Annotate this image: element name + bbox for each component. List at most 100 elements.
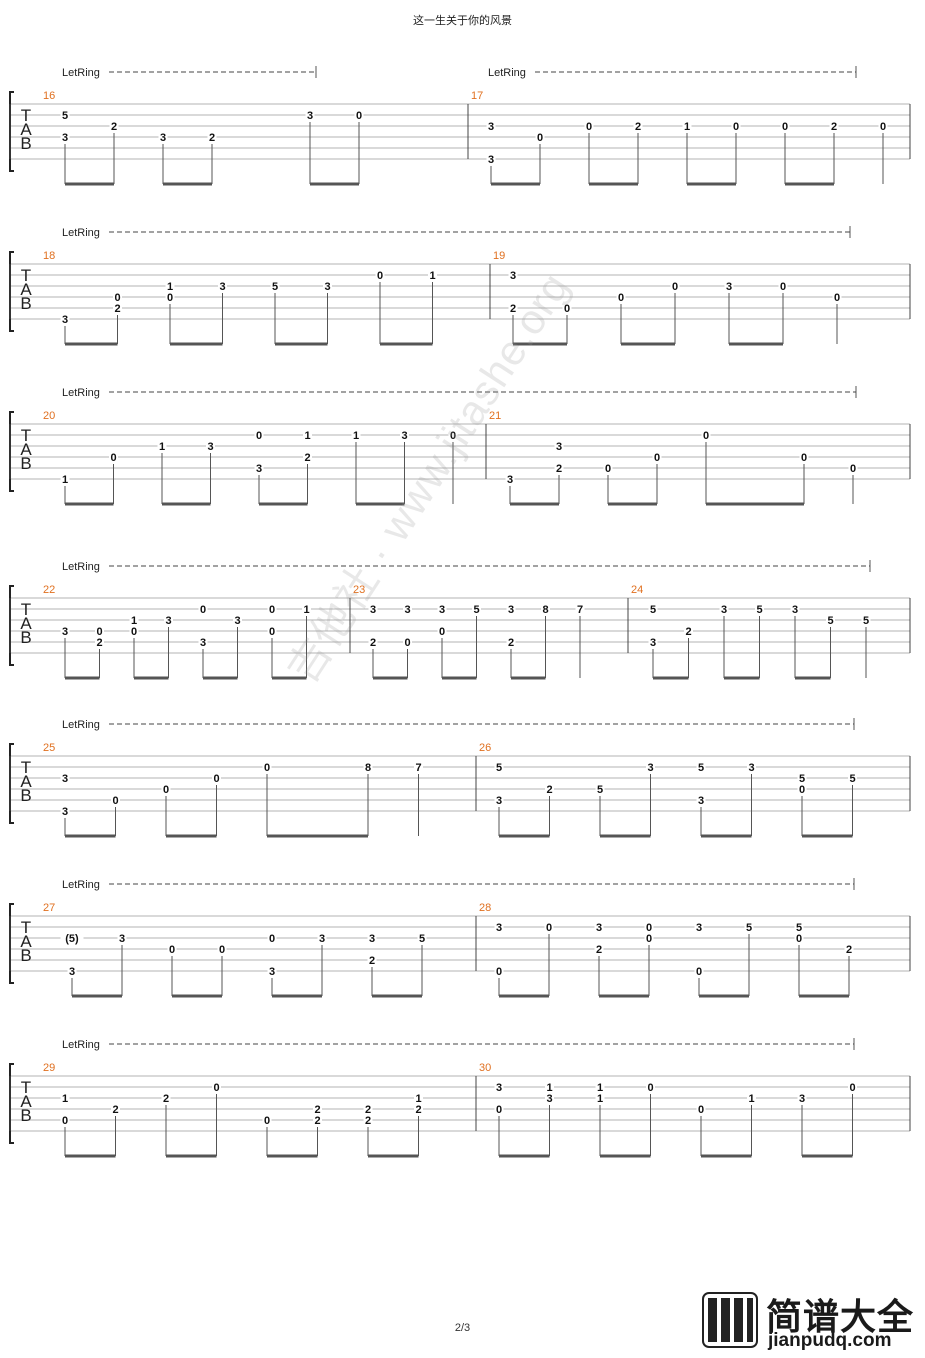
fret-mask xyxy=(111,1103,120,1115)
fret-mask xyxy=(472,603,481,615)
let-ring-label: LetRing xyxy=(62,387,100,399)
fret-number: 3 xyxy=(62,773,68,785)
fret-number: 1 xyxy=(684,121,690,133)
fret-mask xyxy=(747,761,756,773)
fret-mask xyxy=(60,473,70,485)
fret-mask xyxy=(317,932,327,944)
fret-mask xyxy=(545,783,554,795)
fret-mask xyxy=(778,280,788,292)
fret-number: 0 xyxy=(537,132,543,144)
fret-mask xyxy=(594,921,604,933)
fret-mask xyxy=(161,1092,171,1104)
fret-number: 3 xyxy=(62,626,68,638)
fret-mask xyxy=(644,921,654,933)
fret-mask xyxy=(603,462,613,474)
fret-mask xyxy=(267,932,277,944)
fret-mask xyxy=(117,932,127,944)
fret-mask xyxy=(262,761,272,773)
measure-number: 17 xyxy=(471,90,483,102)
fret-mask xyxy=(363,1103,373,1115)
fret-number: 3 xyxy=(698,795,704,807)
fret-number: 3 xyxy=(207,441,213,453)
fret-mask xyxy=(375,269,385,281)
fret-number: 3 xyxy=(496,922,502,934)
fret-number: 2 xyxy=(314,1104,320,1116)
logo-url: jianpudq.com xyxy=(768,1330,892,1351)
fret-mask xyxy=(207,131,217,143)
fret-mask xyxy=(113,302,122,314)
let-ring-label: LetRing xyxy=(62,719,100,731)
fret-number: 0 xyxy=(849,1082,855,1094)
fret-mask xyxy=(508,269,518,281)
measure-number: 21 xyxy=(489,410,501,422)
fret-number: 3 xyxy=(319,933,325,945)
fret-number: 3 xyxy=(726,281,732,293)
fret-number: 0 xyxy=(269,604,275,616)
fret-number: 1 xyxy=(62,1093,68,1105)
fret-mask xyxy=(644,932,654,944)
fret-number: 2 xyxy=(546,784,552,796)
fret-number: 3 xyxy=(596,922,602,934)
fret-mask xyxy=(267,625,277,637)
fret-mask xyxy=(67,965,77,977)
fret-number: 2 xyxy=(365,1104,371,1116)
fret-mask xyxy=(562,302,572,314)
fret-number: 3 xyxy=(792,604,798,616)
fret-mask xyxy=(367,954,377,966)
fret-number: 1 xyxy=(546,1082,552,1094)
fret-mask xyxy=(797,772,807,784)
fret-number: 3 xyxy=(269,966,275,978)
fret-mask xyxy=(848,1081,857,1093)
fret-number: 3 xyxy=(119,933,125,945)
fret-number: 3 xyxy=(324,281,330,293)
fret-mask xyxy=(109,120,119,132)
fret-mask xyxy=(648,636,658,648)
fret-mask xyxy=(164,614,173,626)
logo-name: 简谱大全 xyxy=(766,1297,915,1338)
fret-mask xyxy=(755,603,764,615)
tab-clef-letter: A xyxy=(20,1092,32,1111)
fret-mask xyxy=(428,269,437,281)
fret-mask xyxy=(878,120,888,132)
fret-number: 2 xyxy=(510,303,516,315)
fret-mask xyxy=(670,280,680,292)
fret-number: 5 xyxy=(746,922,752,934)
fret-number: 2 xyxy=(596,944,602,956)
fret-number: 0 xyxy=(450,430,456,442)
fret-number: 0 xyxy=(114,292,120,304)
tab-clef-letter: A xyxy=(20,614,32,633)
fret-number: 5 xyxy=(473,604,479,616)
fret-mask xyxy=(790,603,800,615)
fret-mask xyxy=(584,120,594,132)
fret-number: 1 xyxy=(131,615,137,627)
fret-mask xyxy=(212,772,221,784)
fret-mask xyxy=(60,313,70,325)
fret-mask xyxy=(505,473,515,485)
fret-mask xyxy=(111,794,120,806)
fret-mask xyxy=(60,109,70,121)
tab-clef-letter: A xyxy=(20,772,32,791)
tab-clef-letter: T xyxy=(21,106,31,125)
fret-number: 0 xyxy=(264,1115,270,1127)
fret-number: 2 xyxy=(846,944,852,956)
fret-number: 0 xyxy=(647,1082,653,1094)
fret-mask xyxy=(848,462,858,474)
fret-number: 7 xyxy=(415,762,421,774)
fret-mask xyxy=(417,932,427,944)
fret-mask xyxy=(506,636,516,648)
fret-mask xyxy=(212,1081,221,1093)
measure-number: 29 xyxy=(43,1062,55,1074)
fret-number: 0 xyxy=(733,121,739,133)
fret-mask xyxy=(414,1103,423,1115)
let-ring-label: LetRing xyxy=(62,1039,100,1051)
fret-number: 2 xyxy=(635,121,641,133)
fret-mask xyxy=(323,280,332,292)
fret-number: 0 xyxy=(219,944,225,956)
fret-mask xyxy=(351,429,361,441)
measure-number: 22 xyxy=(43,584,55,596)
fret-mask xyxy=(844,943,854,955)
piano-keys-icon xyxy=(702,1292,758,1348)
fret-mask xyxy=(437,625,447,637)
fret-number: 5 xyxy=(756,604,762,616)
let-ring-label: LetRing xyxy=(62,67,100,79)
